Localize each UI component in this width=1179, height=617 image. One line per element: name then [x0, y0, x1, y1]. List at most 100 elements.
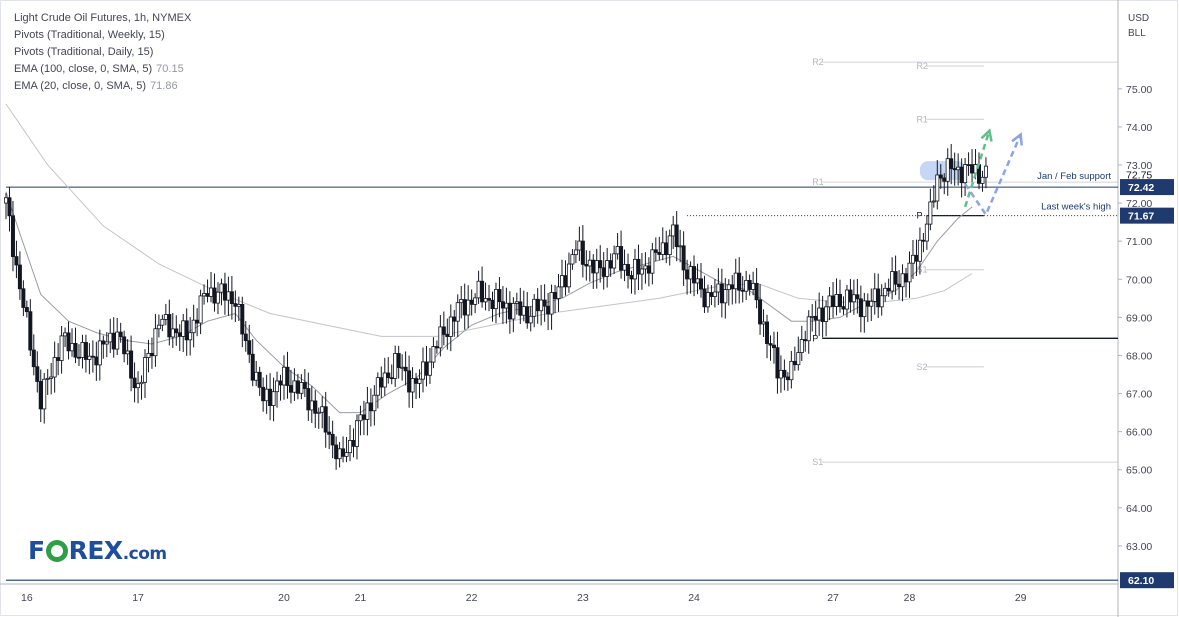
y-tick-label: 73.00: [1126, 160, 1152, 172]
candle-body: [660, 242, 665, 255]
candle-body: [716, 283, 721, 293]
candle-body: [848, 289, 853, 303]
daily-pivot-label: P: [916, 211, 922, 221]
candle-body: [580, 240, 585, 265]
candle-body: [136, 383, 141, 389]
legend-daily-pivots: Pivots (Traditional, Daily, 15): [14, 46, 154, 58]
y-tick-label: 71.00: [1126, 236, 1152, 248]
candle-body: [63, 332, 68, 337]
candle-body: [31, 349, 36, 368]
candle-body: [414, 378, 419, 384]
candle-body: [563, 275, 568, 288]
candle-body: [771, 344, 776, 349]
y-tick-label: 68.00: [1126, 350, 1152, 362]
candle-body: [445, 333, 450, 337]
candle-body: [831, 295, 836, 307]
candle-body: [358, 414, 363, 422]
candle-body: [796, 352, 801, 366]
y-tick-label: 63.00: [1126, 541, 1152, 553]
candle-body: [712, 291, 717, 297]
candle-body: [514, 301, 519, 304]
candle-body: [838, 294, 843, 307]
y-tick-label: 64.00: [1126, 503, 1152, 515]
candle-body: [250, 353, 255, 381]
candle-body: [146, 352, 151, 359]
candle-body: [702, 288, 707, 308]
candle-body: [525, 306, 530, 324]
candle-body: [108, 332, 113, 343]
candle-body: [205, 293, 210, 297]
candle-body: [747, 279, 752, 290]
candle-body: [21, 288, 26, 308]
daily-pivot-label: R2: [916, 61, 928, 71]
candle-body: [945, 158, 950, 182]
price-badge: [1120, 207, 1174, 224]
candle-body: [904, 273, 909, 283]
candle-body: [601, 267, 606, 277]
candle-body: [466, 299, 471, 316]
candle-body: [931, 200, 936, 203]
candle-body: [671, 224, 676, 237]
candle-body: [76, 356, 81, 359]
candle-body: [396, 353, 401, 368]
candle-body: [622, 264, 627, 271]
candle-body: [983, 165, 988, 178]
candle-body: [17, 264, 22, 290]
candle-body: [118, 331, 123, 338]
candle-body: [94, 356, 99, 366]
y-tick-label: 65.00: [1126, 465, 1152, 477]
candle-body: [789, 360, 794, 381]
candle-body: [257, 371, 262, 388]
candle-body: [361, 414, 366, 420]
candle-body: [629, 275, 634, 280]
candle-body: [695, 278, 700, 284]
legend-weekly-pivots: Pivots (Traditional, Weekly, 15): [14, 29, 165, 41]
logo-o-icon: [45, 540, 68, 562]
candle-body: [692, 266, 697, 284]
candle-body: [268, 388, 273, 406]
x-tick-label: 28: [904, 592, 916, 604]
candle-body: [813, 315, 818, 321]
candle-body: [236, 303, 241, 307]
candle-body: [883, 287, 888, 297]
candle-body: [316, 411, 321, 414]
candle-body: [417, 378, 422, 384]
candle-body: [219, 283, 224, 293]
candle-body: [785, 376, 790, 381]
candle-body: [886, 287, 891, 292]
candle-body: [403, 366, 408, 372]
candle-body: [160, 318, 165, 326]
candle-body: [354, 420, 359, 447]
candle-body: [890, 271, 895, 292]
candle-body: [410, 378, 415, 393]
candle-body: [45, 377, 50, 380]
candle-body: [149, 352, 154, 357]
y-tick-label: 66.00: [1126, 427, 1152, 439]
candle-body: [549, 292, 554, 315]
candle-body: [855, 294, 860, 300]
candle-body: [122, 336, 127, 355]
candle-body: [678, 245, 683, 248]
candle-body: [650, 249, 655, 274]
candle-body: [626, 264, 631, 276]
candle-body: [229, 291, 234, 304]
candle-body: [539, 299, 544, 312]
legend-ema20-value: 71.86: [150, 80, 178, 92]
candle-body: [337, 448, 342, 460]
candle-body: [420, 361, 425, 380]
candle-body: [10, 215, 15, 257]
candle-body: [462, 299, 467, 316]
candle-body: [424, 361, 429, 376]
price-badge-label: 71.67: [1128, 211, 1154, 223]
candle-body: [393, 353, 398, 379]
daily-pivot-label: S1: [916, 265, 927, 275]
candle-body: [872, 288, 877, 302]
weekly-pivot-label: S1: [812, 457, 823, 467]
x-tick-label: 21: [355, 592, 367, 604]
candle-body: [924, 223, 929, 242]
candle-body: [247, 340, 252, 355]
candle-body: [382, 372, 387, 388]
candle-body: [664, 242, 669, 256]
candle-body: [914, 254, 919, 262]
